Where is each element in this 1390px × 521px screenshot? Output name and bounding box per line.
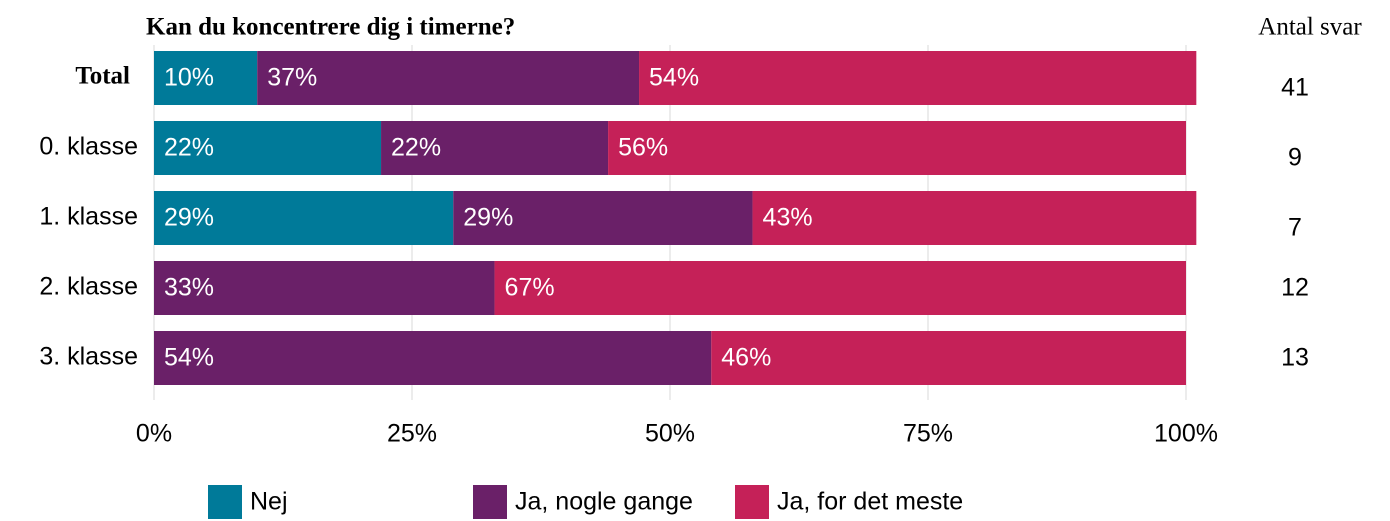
data-label: 10% [164,64,214,92]
bar-segment [381,121,609,175]
x-tick-label: 100% [1154,420,1218,448]
legend-label: Ja, nogle gange [515,488,693,516]
response-count: 41 [1281,74,1309,102]
bar-segment [453,191,753,245]
response-count: 7 [1288,214,1302,242]
data-label: 54% [164,344,214,372]
response-count: 13 [1281,344,1309,372]
x-tick-label: 25% [387,420,437,448]
legend-label: Ja, for det meste [777,488,963,516]
bar-segment [608,121,1186,175]
data-label: 37% [267,64,317,92]
bar-segment [154,191,454,245]
bar-segment [494,261,1186,315]
x-tick-label: 0% [136,420,172,448]
data-label: 56% [618,134,668,162]
responses-header: Antal svar [1258,14,1362,41]
bar-segment [154,261,495,315]
y-tick-label: 0. klasse [39,133,138,161]
response-count: 9 [1288,144,1302,172]
data-label: 22% [391,134,441,162]
x-tick-label: 50% [645,420,695,448]
data-label: 29% [164,204,214,232]
x-tick-label: 75% [903,420,953,448]
bar-segment [711,331,1186,385]
bar-segment [154,331,712,385]
data-label: 29% [463,204,513,232]
legend-swatch [473,485,507,519]
legend-label: Nej [250,488,288,516]
data-label: 22% [164,134,214,162]
bar-segment [154,121,382,175]
y-tick-label: 2. klasse [39,273,138,301]
y-tick-label: 3. klasse [39,343,138,371]
y-tick-label: 1. klasse [39,203,138,231]
data-label: 43% [763,204,813,232]
legend-swatch [208,485,242,519]
data-label: 67% [505,274,555,302]
chart-title: Kan du koncentrere dig i timerne? [146,14,515,41]
data-label: 46% [721,344,771,372]
data-label: 54% [649,64,699,92]
bar-segment [154,51,258,105]
y-tick-label: Total [75,63,130,90]
bar-segment [752,191,1197,245]
bar-segment [639,51,1197,105]
data-label: 33% [164,274,214,302]
legend-swatch [735,485,769,519]
response-count: 12 [1281,274,1309,302]
bar-segment [257,51,640,105]
